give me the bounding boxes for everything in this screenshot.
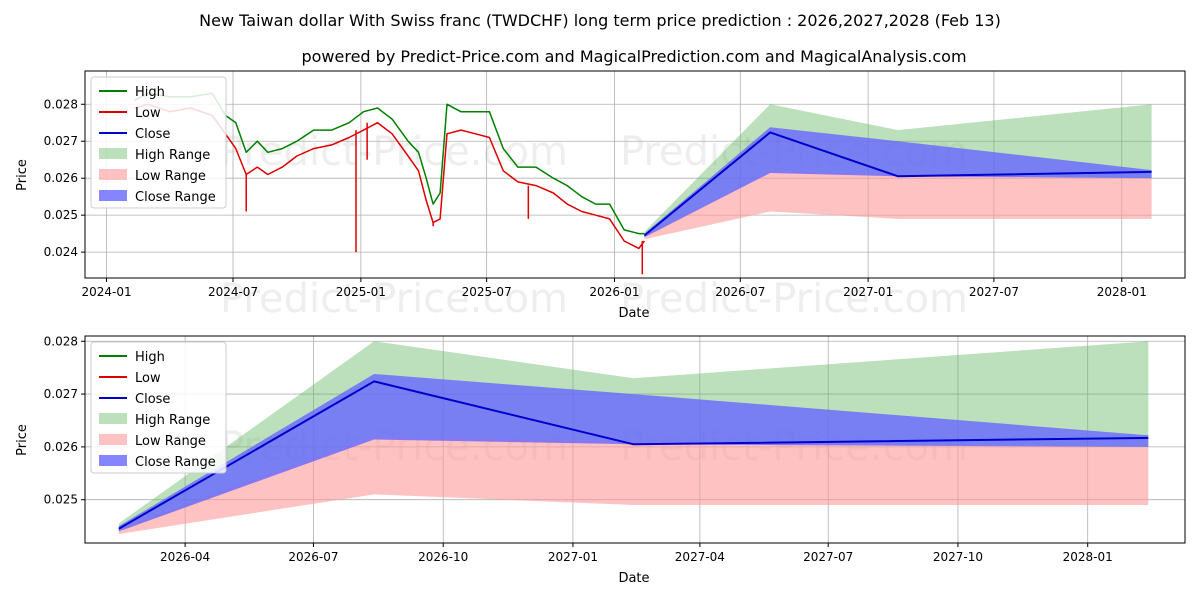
low-history-line <box>134 103 645 250</box>
y-tick-label: 0.025 <box>44 493 78 507</box>
x-tick-label: 2026-10 <box>418 550 468 564</box>
x-tick-label: 2027-07 <box>969 285 1019 299</box>
y-tick-label: 0.028 <box>44 97 78 111</box>
legend-swatch <box>99 434 127 445</box>
y-tick-label: 0.027 <box>44 387 78 401</box>
legend-label: Close Range <box>135 455 216 470</box>
y-tick-label: 0.025 <box>44 208 78 222</box>
close-range-band <box>644 127 1152 238</box>
x-tick-label: 2026-07 <box>288 550 338 564</box>
legend-label: High <box>135 85 165 100</box>
low-range-band <box>644 170 1152 240</box>
x-tick-label: 2027-10 <box>933 550 983 564</box>
x-tick-label: 2027-04 <box>675 550 725 564</box>
x-tick-label: 2027-01 <box>548 550 598 564</box>
close-range-band <box>118 374 1149 532</box>
legend-swatch <box>99 148 127 159</box>
y-tick-label: 0.026 <box>44 171 78 185</box>
x-tick-label: 2027-01 <box>843 285 893 299</box>
close-forecast-line <box>118 380 1149 530</box>
y-tick-label: 0.027 <box>44 134 78 148</box>
legend-label: Low <box>135 371 161 386</box>
legend-swatch <box>99 455 127 466</box>
x-axis-label: Date <box>618 306 649 321</box>
y-tick-label: 0.028 <box>44 334 78 348</box>
low-range-band <box>118 436 1149 534</box>
x-tick-label: 2024-01 <box>81 285 131 299</box>
legend-label: Low Range <box>135 434 206 449</box>
legend-label: Low Range <box>135 169 206 184</box>
panel-forecast-frame <box>84 335 1186 544</box>
x-tick-label: 2026-04 <box>160 550 210 564</box>
legend-label: High <box>135 350 165 365</box>
x-tick-label: 2027-07 <box>803 550 853 564</box>
panel-history-frame <box>84 70 1186 279</box>
chart-subtitle: powered by Predict-Price.com and Magical… <box>301 47 966 66</box>
y-tick-label: 0.026 <box>44 440 78 454</box>
x-tick-label: 2026-07 <box>715 285 765 299</box>
legend-swatch <box>99 413 127 424</box>
chart-title: New Taiwan dollar With Swiss franc (TWDC… <box>199 11 1001 30</box>
legend-label: High Range <box>135 413 210 428</box>
x-tick-label: 2028-01 <box>1097 285 1147 299</box>
x-tick-label: 2024-07 <box>208 285 258 299</box>
x-tick-label: 2028-01 <box>1063 550 1113 564</box>
y-axis-label-2: Price <box>15 424 30 456</box>
legend-label: Close <box>135 127 170 142</box>
x-tick-label: 2025-01 <box>336 285 386 299</box>
x-axis-label-2: Date <box>618 571 649 586</box>
legend-label: Close <box>135 392 170 407</box>
x-tick-label: 2025-07 <box>462 285 512 299</box>
y-axis-label: Price <box>15 159 30 191</box>
legend-swatch <box>99 190 127 201</box>
watermark-text: Predict-Price.com <box>220 276 568 322</box>
legend-swatch <box>99 169 127 180</box>
close-forecast-line <box>643 131 1152 237</box>
y-tick-label: 0.024 <box>44 245 78 259</box>
legend-label: High Range <box>135 148 210 163</box>
high-history-line <box>133 92 645 235</box>
x-tick-label: 2026-01 <box>589 285 639 299</box>
legend-label: Close Range <box>135 190 216 205</box>
watermark-text: Predict-Price.com <box>620 276 968 322</box>
legend-label: Low <box>135 106 161 121</box>
